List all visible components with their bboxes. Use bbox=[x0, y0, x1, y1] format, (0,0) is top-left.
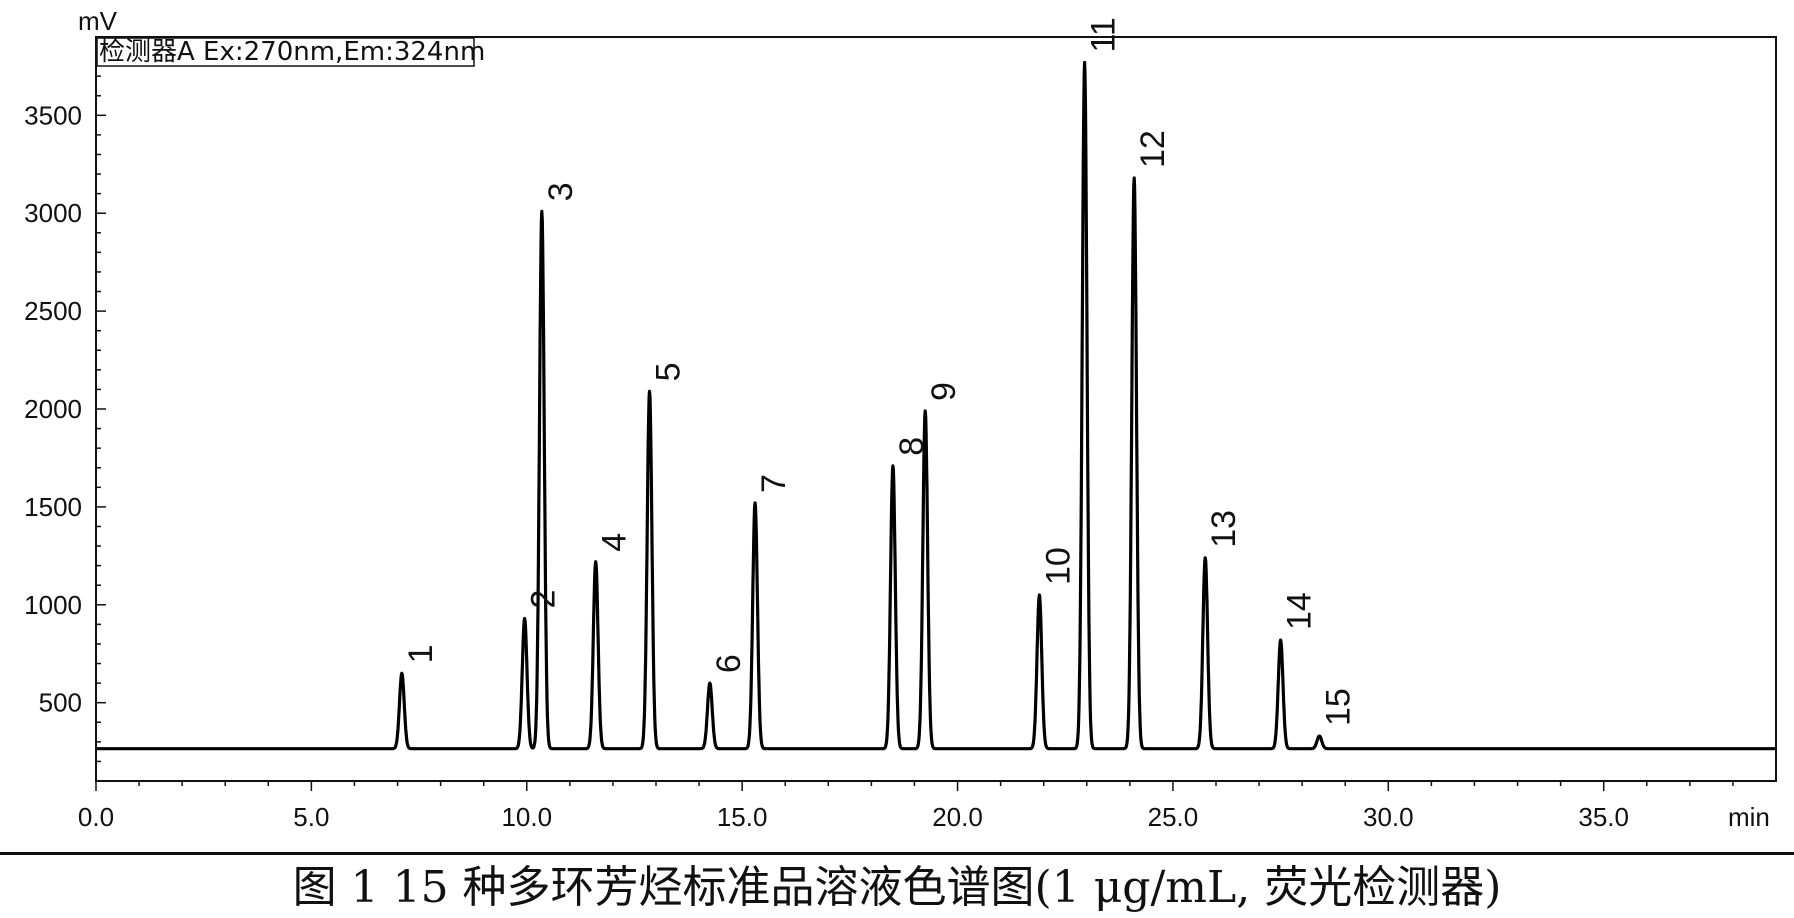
caption-rule bbox=[0, 852, 1794, 855]
detector-label-box bbox=[96, 37, 475, 67]
y-tick-label: 1500 bbox=[24, 492, 82, 522]
peak-label: 2 bbox=[525, 590, 563, 609]
peak-label: 11 bbox=[1085, 17, 1123, 52]
x-tick-label: 20.0 bbox=[932, 802, 983, 832]
peak-label: 13 bbox=[1205, 510, 1243, 548]
x-tick-label: 35.0 bbox=[1578, 802, 1629, 832]
peak-label: 1 bbox=[402, 644, 440, 663]
y-tick-label: 3000 bbox=[24, 198, 82, 228]
peak-label: 8 bbox=[893, 437, 931, 456]
figure-caption: 图 1 15 种多环芳烃标准品溶液色谱图(1 μg/mL, 荧光检测器) bbox=[292, 862, 1502, 913]
x-tick-label: 25.0 bbox=[1148, 802, 1199, 832]
x-tick-label: 10.0 bbox=[501, 802, 552, 832]
peak-label: 4 bbox=[596, 533, 634, 552]
y-unit-label: mV bbox=[78, 6, 118, 36]
peak-label: 5 bbox=[650, 362, 688, 381]
plot-frame bbox=[95, 36, 1777, 782]
peak-label: 15 bbox=[1319, 688, 1357, 726]
x-unit-label: min bbox=[1728, 802, 1770, 832]
chromatogram-trace bbox=[94, 60, 1777, 751]
y-tick-label: 3500 bbox=[24, 100, 82, 130]
x-tick-label: 5.0 bbox=[293, 802, 329, 832]
peak-label: 12 bbox=[1134, 130, 1172, 168]
y-tick-label: 2000 bbox=[24, 394, 82, 424]
detector-label: 检测器A Ex:270nm,Em:324nm bbox=[99, 37, 485, 67]
y-tick-label: 500 bbox=[39, 688, 82, 718]
peak-label: 7 bbox=[755, 474, 793, 493]
peak-label: 10 bbox=[1039, 547, 1077, 585]
peak-label: 6 bbox=[710, 654, 748, 673]
peak-label: 3 bbox=[542, 182, 580, 201]
peak-label: 14 bbox=[1281, 592, 1319, 630]
y-tick-label: 2500 bbox=[24, 296, 82, 326]
y-tick-label: 1000 bbox=[24, 590, 82, 620]
x-tick-label: 15.0 bbox=[717, 802, 768, 832]
x-axis: 0.0 5.0 10.0 15.0 20.0 25.0 30.0 35.0 bbox=[78, 781, 1734, 832]
peak-label: 9 bbox=[925, 382, 963, 401]
x-tick-label: 0.0 bbox=[78, 802, 114, 832]
y-axis: 500 1000 1500 2000 2500 3000 3500 bbox=[24, 55, 106, 763]
x-tick-label: 30.0 bbox=[1363, 802, 1414, 832]
